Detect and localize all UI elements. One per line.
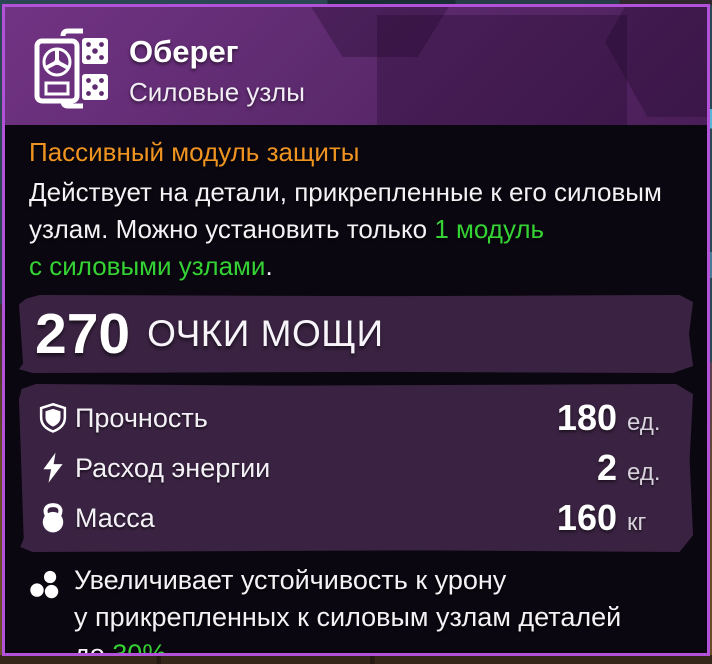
stat-value: 160 <box>556 497 617 538</box>
item-title: Оберег <box>129 33 239 69</box>
stat-label: Масса <box>75 502 155 533</box>
perk-line3: до <box>74 639 113 656</box>
description-period: . <box>265 251 273 281</box>
description-line2: узлам. Можно установить только <box>29 214 435 244</box>
item-description: Действует на детали, прикрепленные к его… <box>29 174 685 285</box>
stats-panel: Прочность 180 ед. Расход энергии 2 ед. <box>19 384 693 552</box>
stat-row-mass: Масса 160 кг <box>31 493 675 543</box>
tooltip-body: Пассивный модуль защиты Действует на дет… <box>5 125 707 656</box>
energy-icon <box>31 452 75 484</box>
mass-icon <box>31 502 75 534</box>
stat-unit: ед. <box>627 409 661 436</box>
perk-line2: у прикрепленных к силовым узлам деталей <box>74 602 622 632</box>
perk-section: Увеличивает устойчивость к урону у прикр… <box>27 562 685 656</box>
page-background-bottom <box>0 655 712 664</box>
header-content: Оберег Силовые узлы <box>5 7 707 125</box>
power-score-label: ОЧКИ МОЩИ <box>147 313 384 354</box>
power-score-band: 270 ОЧКИ МОЩИ <box>19 295 693 373</box>
stat-unit: ед. <box>627 459 661 486</box>
page-background-left <box>0 5 3 655</box>
stat-label: Расход энергии <box>75 452 271 483</box>
page-background-top <box>0 0 712 5</box>
stat-row-durability: Прочность 180 ед. <box>31 393 675 443</box>
stat-label: Прочность <box>75 402 208 433</box>
perk-line1: Увеличивает устойчивость к урону <box>74 565 507 595</box>
item-tooltip: Оберег Силовые узлы Пассивный модуль защ… <box>2 4 710 656</box>
item-subtitle: Силовые узлы <box>129 76 305 107</box>
perk-description: Увеличивает устойчивость к урону у прикр… <box>74 562 622 656</box>
stat-row-energy: Расход энергии 2 ед. <box>31 443 675 493</box>
stat-value: 2 <box>596 447 617 488</box>
stat-unit: кг <box>627 509 647 536</box>
parts-cluster-icon <box>29 569 61 653</box>
power-module-icon <box>31 27 109 116</box>
shield-icon <box>31 402 75 434</box>
perk-highlight: 30% <box>112 639 167 656</box>
perk-period: . <box>166 639 174 656</box>
shield-watermark <box>377 15 627 125</box>
title-block: Оберег Силовые узлы <box>129 34 305 108</box>
description-highlight-2: с силовыми узлами <box>29 251 266 281</box>
page-background-right <box>709 5 712 655</box>
module-type-label: Пассивный модуль защиты <box>29 137 360 167</box>
description-line1: Действует на детали, прикрепленные к его… <box>29 177 662 207</box>
power-score-value: 270 <box>35 302 131 366</box>
stat-value: 180 <box>556 397 617 438</box>
tooltip-header: Оберег Силовые узлы <box>5 7 707 125</box>
description-highlight-1: 1 модуль <box>434 214 545 244</box>
